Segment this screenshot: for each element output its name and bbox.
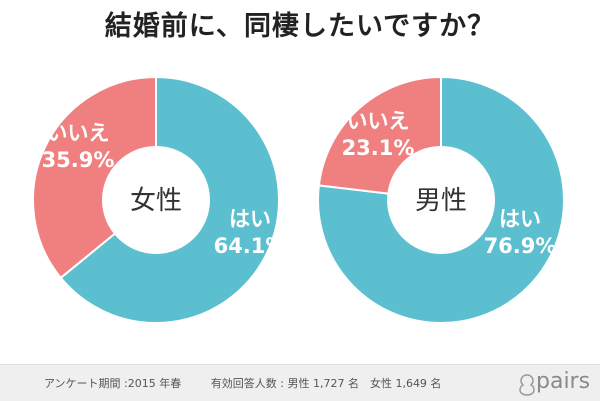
donut-0-center-label: 女性	[130, 186, 182, 216]
survey-respondents: 有効回答人数 : 男性 1,727 名 女性 1,649 名	[210, 377, 442, 390]
donut-0-slice-1-label: いいえ 35.9%	[42, 121, 115, 172]
chart-title: 結婚前に、同棲したいですか？	[104, 11, 496, 42]
donut-0-slice-0-label: はい 64.1%	[214, 207, 287, 258]
donut-1-slice-1-label: いいえ 23.1%	[342, 109, 415, 160]
survey-period: アンケート期間 :2015 年春	[44, 377, 182, 390]
donut-1-center-label: 男性	[415, 186, 467, 216]
donut-1-slice-0-label: はい 76.9%	[484, 207, 557, 258]
pairs-logo-text: pairs	[536, 369, 591, 394]
footer: アンケート期間 :2015 年春 有効回答人数 : 男性 1,727 名 女性 …	[0, 364, 600, 401]
survey-note: アンケート期間 :2015 年春 有効回答人数 : 男性 1,727 名 女性 …	[44, 375, 467, 391]
pairs-logo-icon	[519, 374, 535, 396]
donut-0-hole	[102, 146, 210, 254]
donut-1-hole	[387, 146, 495, 254]
donut-0-slice-1	[32, 75, 157, 280]
